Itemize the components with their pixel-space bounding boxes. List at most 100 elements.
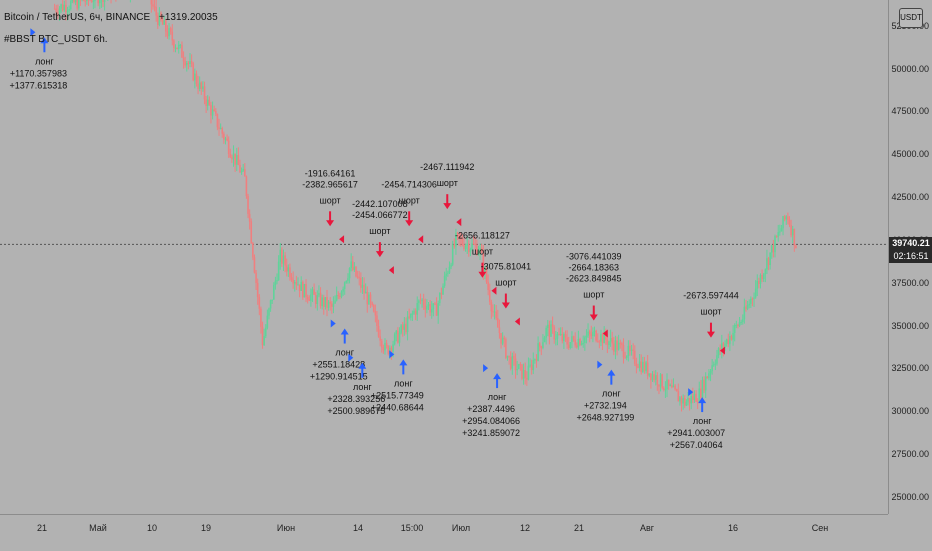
- candle-body: [484, 268, 486, 273]
- candle-body: [252, 243, 254, 258]
- candle-body: [613, 343, 615, 352]
- candle-body: [688, 398, 691, 404]
- candle-body: [506, 355, 509, 358]
- candle-body: [324, 297, 327, 307]
- time-tick-label: 21: [36, 523, 48, 533]
- candle-body: [674, 385, 676, 390]
- candle-body: [593, 330, 596, 333]
- candle-body: [261, 326, 264, 346]
- candle-body: [696, 401, 699, 403]
- candle-body: [690, 395, 692, 404]
- candle-body: [551, 324, 554, 328]
- candle-body: [453, 244, 456, 247]
- time-tick-label: Июн: [276, 523, 296, 533]
- candle-body: [772, 245, 775, 253]
- trade-result-label: -2454.714306: [381, 179, 437, 189]
- candle-body: [756, 281, 759, 289]
- candle-body: [405, 323, 407, 333]
- candle-body: [408, 316, 410, 318]
- long-marker: [348, 353, 354, 362]
- candle-body: [559, 333, 562, 335]
- candle-body: [245, 176, 248, 197]
- candle-body: [667, 379, 670, 386]
- candle-body: [477, 251, 480, 255]
- candle-body: [66, 10, 69, 13]
- candle-body: [216, 113, 219, 128]
- candle-body: [770, 245, 773, 253]
- candle-body: [606, 339, 609, 346]
- candle-body: [692, 395, 694, 401]
- candle-body: [98, 0, 101, 4]
- trade-result-label: +2328.393256: [327, 394, 385, 404]
- candle-body: [790, 225, 792, 236]
- candle-body: [698, 388, 701, 403]
- entry-word-short: шорт: [437, 178, 458, 188]
- candle-body: [281, 249, 283, 264]
- time-tick-label: Авг: [639, 523, 655, 533]
- candle-body: [680, 397, 683, 404]
- candle-body: [293, 282, 296, 284]
- currency-button[interactable]: USDT: [899, 8, 923, 28]
- candle-body: [401, 325, 404, 330]
- candle-body: [297, 284, 299, 286]
- entry-word-long: лонг: [693, 416, 712, 426]
- candle-body: [764, 269, 767, 275]
- candle-body: [746, 305, 749, 310]
- candle-body: [53, 8, 56, 10]
- candle-body: [693, 393, 696, 401]
- price-tick-label: 42500.00: [891, 192, 929, 203]
- indicator-legend[interactable]: #BBST BTC_USDT 6h.: [4, 34, 108, 45]
- candle-body: [469, 248, 472, 253]
- candle-body: [503, 337, 506, 340]
- symbol-legend[interactable]: Bitcoin / TetherUS, 6ч, BINANCE +1319.20…: [4, 12, 218, 23]
- short-marker: [514, 317, 520, 326]
- candle-body: [658, 384, 660, 387]
- long-arrowhead: [40, 37, 49, 44]
- candle-body: [226, 138, 228, 141]
- time-axis[interactable]: 21 Май 10 19 Июн 14 15:00 Июл 12 21 Авг 16 Сен: [0, 514, 888, 551]
- candle-body: [310, 294, 312, 301]
- candle-body: [219, 128, 222, 130]
- candle-body: [485, 268, 488, 282]
- candle-body: [237, 155, 240, 166]
- candle-body: [482, 252, 485, 273]
- candle-body: [598, 341, 601, 343]
- candle-body: [472, 243, 475, 245]
- candle-body: [596, 340, 599, 342]
- candle-body: [651, 374, 654, 381]
- candle-body: [590, 333, 593, 337]
- trade-result-label: +1170.357983: [10, 68, 67, 78]
- trade-result-label: -2664.18363: [568, 263, 619, 273]
- candle-body: [659, 374, 662, 387]
- candle-body: [152, 4, 154, 7]
- candle-body: [295, 282, 298, 285]
- candle-body: [426, 306, 428, 310]
- trade-result-label: -2467.111942: [420, 162, 474, 172]
- candle-body: [584, 337, 586, 343]
- candle-body: [468, 243, 470, 253]
- candle-body: [390, 347, 393, 352]
- candle-body: [250, 221, 253, 244]
- candlestick-chart[interactable]: лонг +1170.357983 +1377.615318 шорт -1916.64…: [0, 0, 888, 514]
- candle-body: [669, 385, 672, 387]
- price-axis[interactable]: 52500.0050000.0047500.0045000.0042500.00…: [888, 0, 932, 514]
- short-arrowhead: [501, 302, 510, 309]
- candle-body: [200, 82, 203, 89]
- candle-body: [714, 363, 717, 365]
- time-tick-label: 10: [146, 523, 158, 533]
- candle-body: [542, 342, 544, 349]
- trade-result-label: -2382.965617: [302, 179, 358, 189]
- trade-result-label: +3241.859072: [462, 428, 520, 438]
- candle-body: [361, 284, 364, 288]
- chart-plot-area[interactable]: лонг +1170.357983 +1377.615318 шорт -1916.64…: [0, 0, 888, 514]
- candle-body: [202, 86, 204, 89]
- candle-body: [393, 334, 396, 345]
- candle-body: [321, 297, 323, 307]
- candle-body: [264, 327, 267, 337]
- candle-body: [290, 277, 293, 280]
- short-arrowhead: [706, 331, 715, 338]
- candle-body: [360, 277, 362, 288]
- candle-body: [548, 324, 551, 337]
- candle-body: [240, 170, 243, 173]
- candle-body: [703, 379, 705, 391]
